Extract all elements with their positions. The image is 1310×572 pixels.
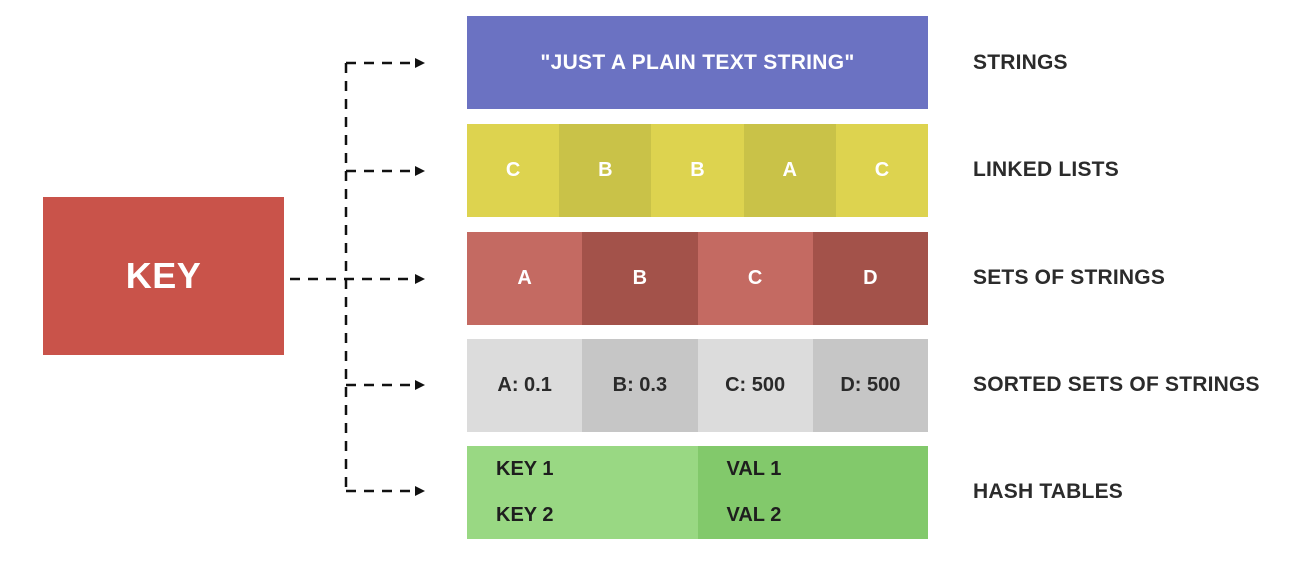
hash-table-value: VAL 1 xyxy=(697,446,928,493)
set-item: C xyxy=(697,232,813,325)
sorted-set-item: C: 500 xyxy=(697,339,813,432)
linked-list-box: C B B A C xyxy=(467,124,928,217)
set-box: A B C D xyxy=(467,232,928,325)
linked-list-item: C xyxy=(835,124,928,217)
key-label: KEY xyxy=(125,255,202,296)
linked-list-item: B xyxy=(651,124,744,217)
sorted-set-box: A: 0.1 B: 0.3 C: 500 D: 500 xyxy=(467,339,928,432)
sorted-set-item: D: 500 xyxy=(812,339,928,432)
linked-list-item: A xyxy=(743,124,836,217)
set-item: B xyxy=(582,232,698,325)
set-item: A xyxy=(467,232,583,325)
sorted-sets-label: SORTED SETS OF STRINGS xyxy=(973,373,1260,396)
strings-content: "JUST A PLAIN TEXT STRING" xyxy=(540,50,855,74)
hash-table-row: KEY 2 VAL 2 xyxy=(467,492,928,539)
hash-tables-label: HASH TABLES xyxy=(973,480,1123,503)
hash-table-row: KEY 1 VAL 1 xyxy=(467,446,928,493)
hash-table-box: KEY 1 VAL 1 KEY 2 VAL 2 xyxy=(467,446,928,539)
sorted-set-item: A: 0.1 xyxy=(467,339,583,432)
linked-list-item: B xyxy=(559,124,652,217)
hash-table-key: KEY 1 xyxy=(467,446,698,493)
strings-box: "JUST A PLAIN TEXT STRING" xyxy=(467,16,928,109)
hash-table-key: KEY 2 xyxy=(467,492,698,539)
key-box: KEY xyxy=(43,197,284,355)
set-item: D xyxy=(812,232,928,325)
strings-label: STRINGS xyxy=(973,51,1068,74)
linked-list-item: C xyxy=(467,124,560,217)
sorted-set-item: B: 0.3 xyxy=(582,339,698,432)
sets-label: SETS OF STRINGS xyxy=(973,266,1166,289)
hash-table-value: VAL 2 xyxy=(697,492,928,539)
linked-lists-label: LINKED LISTS xyxy=(973,158,1119,181)
